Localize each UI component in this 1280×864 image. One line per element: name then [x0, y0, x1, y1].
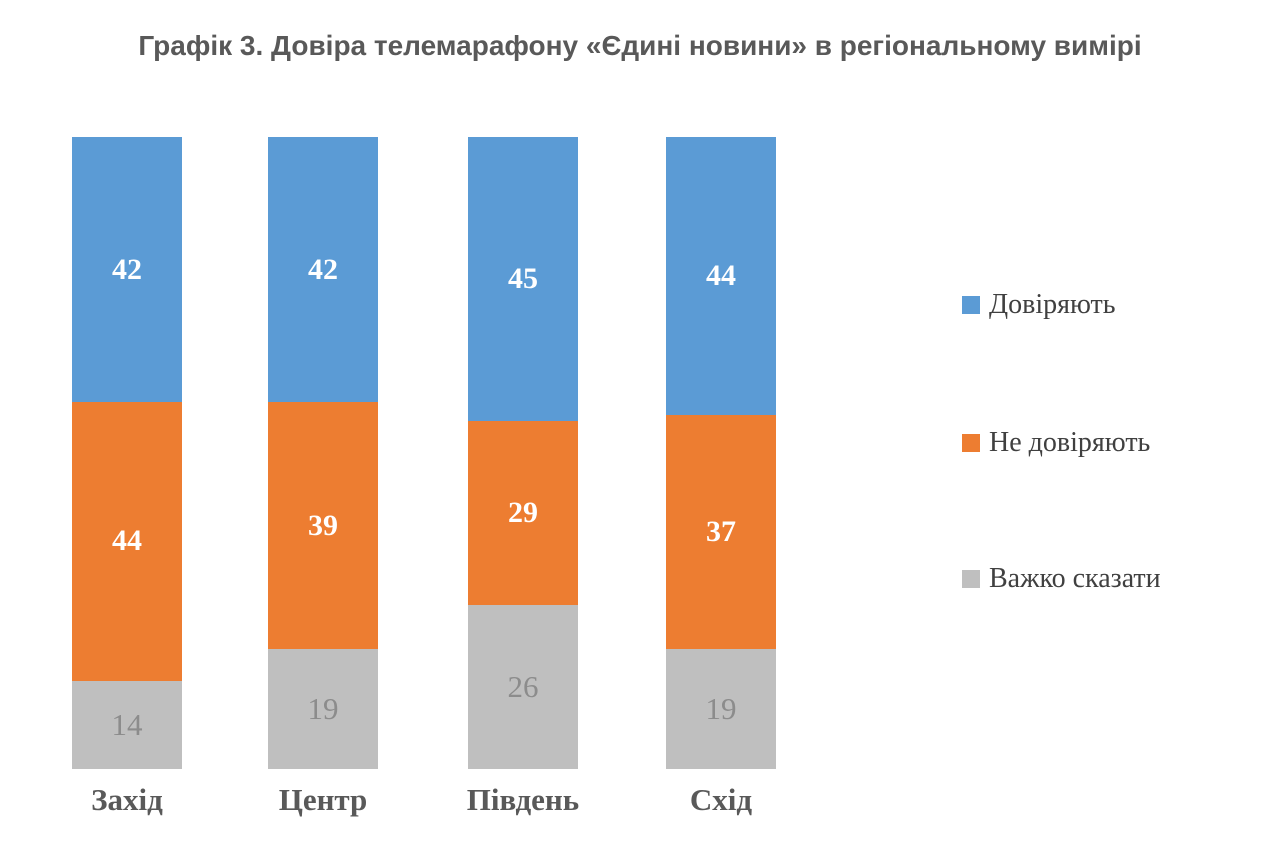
- value-label: 37: [706, 514, 736, 548]
- segment-trust: 42: [268, 137, 378, 403]
- value-label: 42: [308, 252, 338, 286]
- legend-swatch-distrust: [962, 434, 980, 452]
- stacked-bar: 45 29 26: [468, 137, 578, 769]
- segment-hard-to-say: 14: [72, 680, 182, 769]
- segment-trust: 45: [468, 137, 578, 422]
- value-label: 45: [508, 262, 538, 296]
- segment-trust: 44: [666, 137, 776, 416]
- value-label: 14: [111, 707, 143, 743]
- segment-distrust: 39: [268, 402, 378, 649]
- stacked-bar: 42 44 14: [72, 137, 182, 769]
- segment-distrust: 44: [72, 402, 182, 681]
- legend-item-trust: Довіряють: [962, 289, 1116, 321]
- value-label: 29: [508, 496, 538, 530]
- value-label: 44: [112, 524, 142, 558]
- legend-label: Важко сказати: [989, 563, 1161, 594]
- segment-distrust: 29: [468, 421, 578, 605]
- segment-distrust: 37: [666, 415, 776, 649]
- category-label: Південь: [466, 782, 580, 817]
- value-label: 44: [706, 259, 736, 293]
- legend-item-hard-to-say: Важко сказати: [962, 563, 1161, 595]
- value-label: 19: [705, 691, 737, 727]
- legend-label: Довіряють: [989, 289, 1116, 320]
- category-label: Схід: [689, 782, 753, 817]
- value-label: 19: [307, 691, 339, 727]
- legend-swatch-hard-to-say: [962, 570, 980, 588]
- category-label: Центр: [278, 782, 368, 817]
- legend-label: Не довіряють: [989, 427, 1151, 458]
- stacked-bar: 44 37 19: [666, 137, 776, 769]
- chart-title: Графік 3. Довіра телемарафону «Єдині нов…: [138, 30, 1142, 61]
- value-label: 42: [112, 252, 142, 286]
- segment-hard-to-say: 19: [666, 648, 776, 769]
- plot-area: 42 44 14 42 39 19 45 29 26 44 37 19: [0, 137, 960, 769]
- category-label: Захід: [91, 782, 163, 817]
- value-label: 39: [308, 508, 338, 542]
- stacked-bar: 42 39 19: [268, 137, 378, 769]
- legend-swatch-trust: [962, 296, 980, 314]
- legend-item-distrust: Не довіряють: [962, 427, 1150, 459]
- segment-hard-to-say: 26: [468, 604, 578, 769]
- segment-hard-to-say: 19: [268, 648, 378, 769]
- segment-trust: 42: [72, 137, 182, 403]
- value-label: 26: [507, 669, 539, 705]
